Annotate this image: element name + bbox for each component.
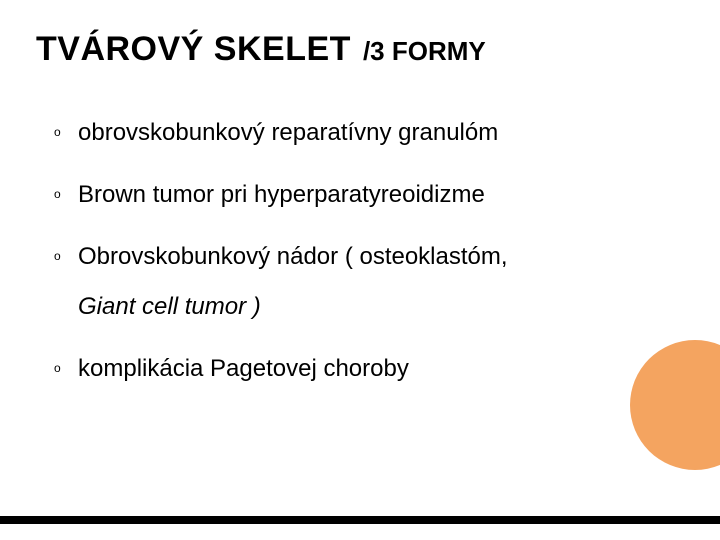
list-item: o obrovskobunkový reparatívny granulóm [54,117,644,149]
title-row: TVÁROVÝ SKELET /3 FORMY [36,30,684,69]
list-item: o Brown tumor pri hyperparatyreoidizme [54,179,644,211]
bullet-continuation: Giant cell tumor ) [78,291,644,323]
bullet-icon: o [54,353,64,383]
bullet-icon: o [54,241,64,271]
bullet-text: obrovskobunkový reparatívny granulóm [78,117,498,149]
bullet-text: Brown tumor pri hyperparatyreoidizme [78,179,485,211]
bullet-text: komplikácia Pagetovej choroby [78,353,409,385]
bullet-icon: o [54,117,64,147]
list-item: o komplikácia Pagetovej choroby [54,353,644,385]
bullet-text: Obrovskobunkový nádor ( osteoklastóm, [78,241,508,273]
bottom-bar [0,516,720,524]
content-area: o obrovskobunkový reparatívny granulóm o… [36,117,684,385]
title-sub: /3 FORMY [363,36,486,67]
bullet-icon: o [54,179,64,209]
title-main: TVÁROVÝ SKELET [36,30,351,69]
list-item: o Obrovskobunkový nádor ( osteoklastóm, [54,241,644,273]
slide: TVÁROVÝ SKELET /3 FORMY o obrovskobunkov… [0,0,720,540]
